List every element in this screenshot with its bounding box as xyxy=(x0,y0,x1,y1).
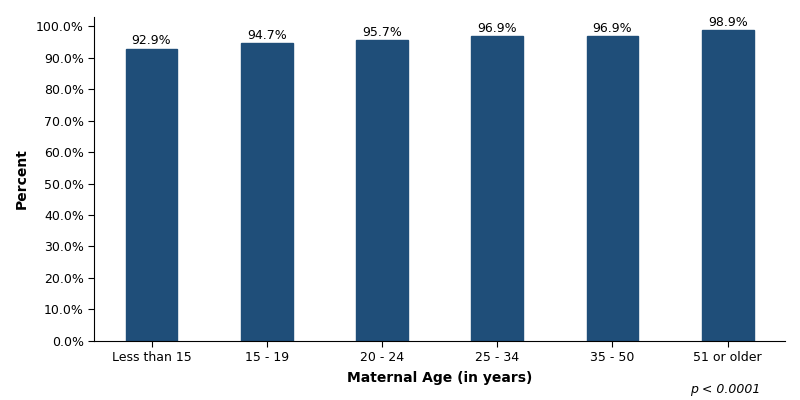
X-axis label: Maternal Age (in years): Maternal Age (in years) xyxy=(347,371,532,385)
Bar xyxy=(586,36,638,341)
Text: p < 0.0001: p < 0.0001 xyxy=(690,383,760,396)
Bar xyxy=(241,43,293,341)
Bar xyxy=(702,30,754,341)
Text: 96.9%: 96.9% xyxy=(593,22,632,35)
Bar xyxy=(356,40,408,341)
Bar xyxy=(471,36,523,341)
Y-axis label: Percent: Percent xyxy=(15,148,29,209)
Text: 94.7%: 94.7% xyxy=(247,29,286,42)
Text: 92.9%: 92.9% xyxy=(132,34,171,48)
Text: 98.9%: 98.9% xyxy=(708,16,747,28)
Text: 95.7%: 95.7% xyxy=(362,26,402,39)
Text: 96.9%: 96.9% xyxy=(478,22,517,35)
Bar xyxy=(126,49,178,341)
